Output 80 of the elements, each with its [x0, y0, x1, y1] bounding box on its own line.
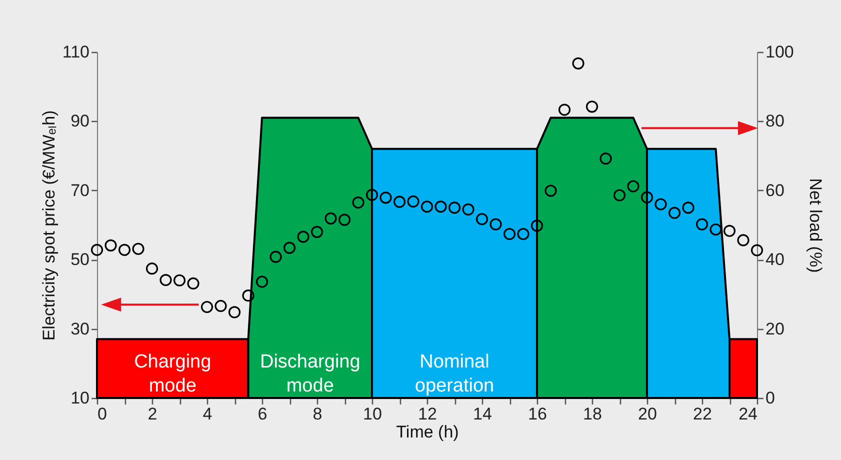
- point: [352, 196, 364, 209]
- point: [420, 200, 434, 213]
- x-tick-label: 18: [583, 404, 602, 424]
- point: [90, 244, 104, 256]
- point: [462, 203, 474, 216]
- x-tick-label: 0: [98, 404, 107, 424]
- x-tick-label: 12: [418, 404, 437, 424]
- point: [710, 223, 722, 236]
- point: [283, 242, 296, 254]
- point: [448, 202, 461, 214]
- annotation: Nominal operation: [414, 352, 494, 397]
- point: [407, 195, 420, 208]
- point: [118, 244, 131, 256]
- point: [558, 104, 571, 116]
- point: [380, 192, 392, 204]
- point: [627, 180, 640, 192]
- x-tick-label: 22: [693, 404, 712, 424]
- point: [696, 218, 708, 230]
- point: [572, 57, 584, 70]
- y-axis-title: Electricity spot price (€/MWₑₗh): [39, 110, 58, 341]
- point: [490, 218, 502, 230]
- point: [640, 191, 654, 204]
- y2-tick-label: 100: [766, 42, 794, 62]
- x-tick-label: 8: [312, 404, 322, 424]
- point: [324, 212, 337, 224]
- point: [613, 189, 626, 202]
- point: [200, 300, 214, 314]
- point: [737, 234, 750, 246]
- x-tick-label: 20: [638, 404, 657, 424]
- y2-tick-label: 20: [766, 319, 784, 338]
- point: [517, 228, 530, 240]
- y2-tick-label: 60: [766, 180, 784, 200]
- point: [668, 206, 681, 219]
- point: [187, 277, 200, 290]
- point: [393, 196, 406, 208]
- y-tick-label: 30: [70, 319, 90, 338]
- point: [750, 244, 764, 256]
- y2-axis-title: Net load (%): [806, 178, 825, 273]
- point: [600, 152, 612, 165]
- point: [297, 230, 310, 243]
- x-tick-label: 6: [258, 404, 268, 424]
- point: [682, 202, 694, 214]
- y2-tick-label: 40: [766, 250, 784, 270]
- annotation: Discharging mode: [260, 352, 360, 397]
- x-axis-title: Time (h): [396, 422, 459, 442]
- point: [723, 224, 736, 237]
- y-tick-label: 10: [70, 388, 90, 408]
- x-tick-label: 16: [528, 404, 547, 424]
- point: [132, 242, 144, 255]
- point: [544, 184, 557, 197]
- point: [214, 300, 227, 312]
- point: [310, 226, 324, 238]
- point: [173, 274, 186, 286]
- x-tick-label: 2: [148, 404, 158, 424]
- point: [160, 274, 172, 286]
- x-tick-label: 4: [202, 404, 212, 424]
- point: [228, 306, 241, 318]
- point: [338, 214, 351, 226]
- point: [476, 213, 488, 226]
- annotation: Charging mode: [134, 352, 212, 397]
- point: [256, 276, 268, 288]
- point: [503, 228, 516, 240]
- point: [366, 188, 378, 201]
- y-tick-label: 90: [70, 112, 90, 131]
- point: [654, 198, 667, 210]
- point: [586, 100, 598, 113]
- x-tick-label: 24: [738, 404, 758, 424]
- point: [146, 262, 158, 275]
- x-tick-label: 10: [363, 404, 382, 424]
- point: [104, 239, 117, 252]
- y2-tick-label: 0: [766, 388, 775, 408]
- x-tick-label: 14: [473, 404, 492, 424]
- y2-tick-label: 80: [766, 112, 784, 131]
- y-tick-label: 50: [70, 250, 90, 270]
- y-tick-label: 110: [62, 42, 90, 62]
- point: [530, 220, 544, 232]
- y-tick-label: 70: [70, 180, 90, 200]
- point: [434, 200, 447, 213]
- point: [242, 290, 254, 302]
- point: [270, 250, 282, 263]
